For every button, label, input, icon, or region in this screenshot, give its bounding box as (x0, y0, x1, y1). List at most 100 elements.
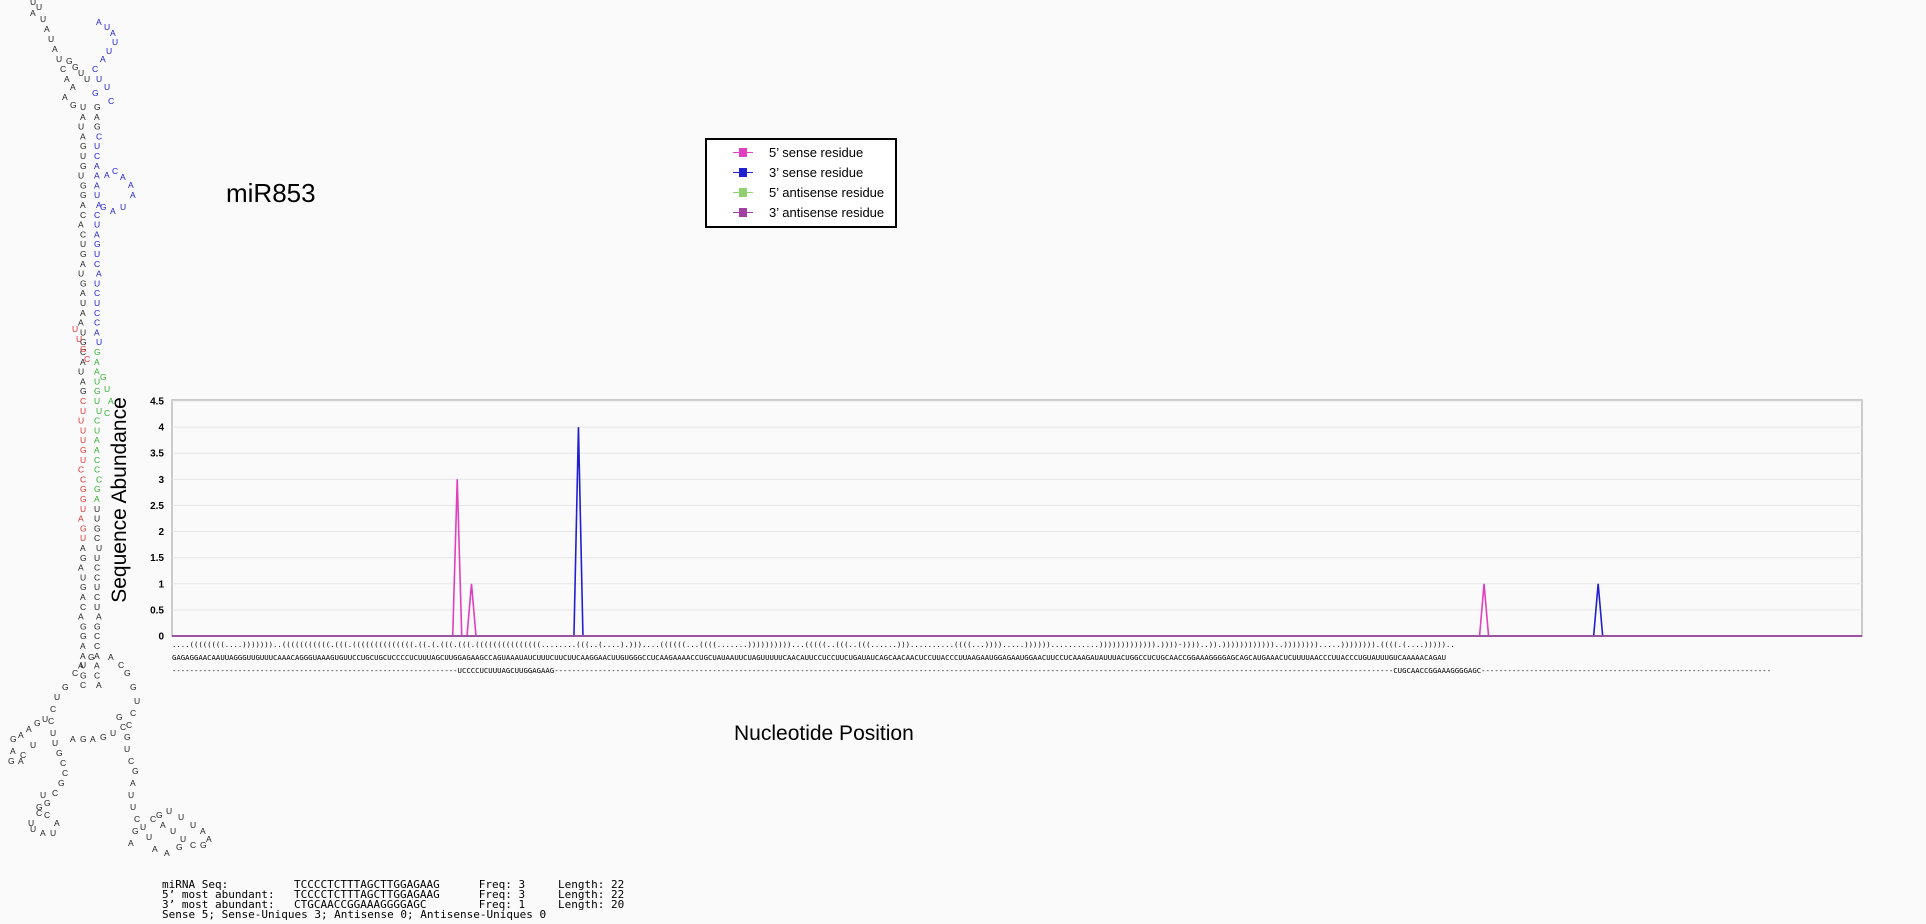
structure-base: U (80, 298, 86, 308)
structure-base: U (40, 14, 46, 24)
structure-base: A (200, 826, 206, 836)
structure-base: U (94, 514, 100, 524)
structure-base: A (54, 818, 60, 828)
y-axis-label: Sequence Abundance (108, 397, 131, 603)
structure-base: C (94, 318, 100, 328)
structure-base: U (104, 384, 110, 394)
series-peak (1592, 583, 1604, 637)
structure-base: U (80, 327, 86, 337)
structure-base: G (88, 652, 95, 662)
stats-len: Length: 22 (557, 888, 625, 901)
stats-len: Length: 20 (557, 898, 625, 911)
structure-base: C (94, 563, 100, 573)
structure-base: U (30, 740, 36, 750)
stats-line: 5’ most abundant: TCCCCTCTTTAGCTTGGAGAAG F… (162, 888, 625, 901)
structure-base: U (80, 660, 86, 670)
structure-base: C (80, 229, 86, 239)
structure-base: A (80, 543, 86, 553)
structure-base: A (78, 514, 84, 524)
structure-base: U (52, 738, 58, 748)
structure-base: U (78, 269, 84, 279)
structure-base: G (80, 386, 87, 396)
structure-base: C (92, 64, 98, 74)
structure-base: U (54, 692, 60, 702)
structure-base: A (80, 288, 86, 298)
structure-base: C (52, 788, 58, 798)
structure-base: A (18, 730, 24, 740)
structure-base: U (94, 190, 100, 200)
structure-base: A (96, 612, 102, 622)
structure-base: C (190, 840, 196, 850)
structure-base: U (104, 22, 110, 32)
y-tick-label: 0.5 (150, 605, 164, 616)
structure-base: A (62, 92, 68, 102)
structure-base: U (78, 171, 84, 181)
structure-base: U (190, 820, 196, 830)
structure-base: U (94, 249, 100, 259)
stats-label: miRNA Seq: (162, 878, 229, 891)
y-tick-label: 1.5 (150, 553, 164, 564)
structure-base: U (48, 34, 54, 44)
structure-base: A (130, 190, 136, 200)
structure-base: C (72, 668, 78, 678)
structure-base: A (80, 357, 86, 367)
structure-base: G (80, 494, 87, 504)
structure-base: G (36, 802, 43, 812)
structure-base: A (18, 756, 24, 766)
stats-freq: Freq: 3 (478, 878, 526, 891)
structure-base: U (94, 504, 100, 514)
structure-base: U (80, 455, 86, 465)
structure-base: G (80, 180, 87, 190)
structure-base: A (120, 172, 126, 182)
structure-base: U (170, 826, 176, 836)
structure-base: G (80, 249, 87, 259)
structure-base: G (70, 100, 77, 110)
structure-base: A (108, 652, 114, 662)
structure-base: C (80, 396, 86, 406)
structure-base: U (96, 543, 102, 553)
structure-base: C (94, 641, 100, 651)
structure-base: G (80, 190, 87, 200)
structure-base: A (96, 17, 102, 27)
structure-base: G (132, 826, 139, 836)
structure-base: A (108, 396, 114, 406)
structure-base: C (80, 347, 86, 357)
structure-base: G (100, 372, 107, 382)
structure-base: G (80, 523, 87, 533)
structure-base: A (110, 206, 116, 216)
structure-base: C (150, 814, 156, 824)
structure-base: A (96, 680, 102, 690)
structure-base: U (180, 834, 186, 844)
stats-block: miRNA Seq: TCCCCTCTTTAGCTTGGAGAAG Freq: 3 L… (162, 878, 625, 920)
structure-base: U (134, 696, 140, 706)
structure-base: U (30, 0, 36, 7)
dotbracket-line: ....((((((((....)))))))..(((((((((((.(((… (172, 640, 1455, 649)
legend-label: 5’ sense residue (769, 145, 864, 160)
y-tick-label: 0 (158, 632, 164, 643)
structure-base: A (110, 28, 116, 38)
structure-base: A (10, 746, 16, 756)
structure-base: A (78, 220, 84, 230)
structure-base: U (130, 802, 136, 812)
structure-base: C (62, 768, 68, 778)
structure-base: G (94, 386, 101, 396)
structure-base: C (44, 810, 50, 820)
stats-freq: Freq: 1 (478, 898, 526, 911)
structure-base: G (66, 56, 73, 66)
structure-base: G (92, 88, 99, 98)
structure-base: U (146, 832, 152, 842)
legend-marker (733, 204, 753, 222)
structure-base: U (36, 2, 42, 12)
structure-base: A (80, 200, 86, 210)
structure-base: A (78, 661, 84, 671)
structure-base: G (80, 141, 87, 151)
structure-base: U (80, 572, 86, 582)
structure-base: G (80, 344, 87, 354)
structure-base: U (72, 324, 78, 334)
structure-base: U (124, 744, 130, 754)
structure-base: U (78, 68, 84, 78)
structure-base: C (118, 660, 124, 670)
structure-base: G (80, 621, 87, 631)
legend-marker (733, 144, 753, 162)
structure-base: U (94, 298, 100, 308)
